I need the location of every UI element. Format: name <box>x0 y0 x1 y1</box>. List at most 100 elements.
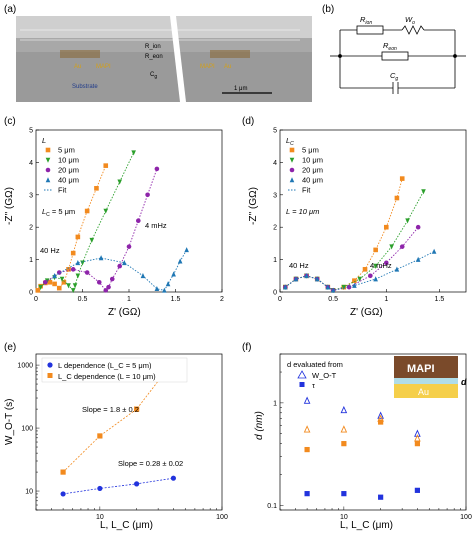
x-tick-label: 1.5 <box>435 296 445 303</box>
y-tick-label: 1 <box>29 257 33 264</box>
au-right-electrode <box>210 50 250 58</box>
data-point <box>140 273 146 279</box>
data-point <box>103 288 109 293</box>
x-tick-label: 0.5 <box>78 296 88 303</box>
panel-e-marks <box>60 358 176 497</box>
panel-c-ylabel: -Z'' (GΩ) <box>4 187 15 225</box>
panel-f-legend-title: d evaluated from <box>287 360 343 369</box>
data-point <box>304 491 310 497</box>
data-point <box>399 244 405 249</box>
data-point <box>154 285 160 292</box>
y-tick-label: 3 <box>273 192 277 199</box>
data-point <box>352 278 357 283</box>
panel-f-legend-marker-1 <box>297 370 307 379</box>
data-point <box>414 441 420 447</box>
data-point <box>421 189 426 195</box>
data-point <box>405 218 410 224</box>
data-point <box>43 279 48 285</box>
data-point <box>303 425 311 433</box>
panel-d-ylabel: -Z'' (GΩ) <box>248 187 259 225</box>
y-tick-label: 0.1 <box>267 503 277 510</box>
inset-mapi-label: MAPI <box>407 363 435 375</box>
inset-au-label: Au <box>418 387 429 397</box>
reon-symbol: Reon <box>383 41 397 52</box>
data-point <box>134 406 140 412</box>
x-tick-label: 1 <box>127 296 131 303</box>
data-point <box>373 276 378 282</box>
cg-label-a: Cg <box>150 72 157 80</box>
panel-f-xlabel: L, L_C (μm) <box>340 520 393 531</box>
data-point <box>341 284 347 290</box>
panel-e-legend-marker-1 <box>47 362 53 368</box>
data-point <box>109 276 115 282</box>
data-point <box>389 244 394 250</box>
legend-marker <box>289 177 295 183</box>
panel-d-annotation-mhz: 4 mHz <box>370 261 392 270</box>
data-point <box>47 279 53 285</box>
legend-marker <box>289 167 295 173</box>
fit-line <box>63 477 174 495</box>
inset-mapi <box>394 356 458 378</box>
legend-label: Fit <box>302 186 311 195</box>
legend-label: 5 μm <box>58 146 75 155</box>
data-point <box>373 247 378 253</box>
data-point <box>126 244 132 249</box>
data-point <box>377 411 384 419</box>
au-left-electrode <box>60 50 100 58</box>
cg-symbol: Cg <box>390 71 398 82</box>
panel-d-frame <box>279 129 467 293</box>
legend-marker <box>289 157 295 163</box>
rion-label: R_ion <box>145 44 161 50</box>
data-point <box>84 270 90 275</box>
mapi-label-left: MAPI <box>96 64 111 70</box>
sem-mapi-layer <box>16 38 312 52</box>
data-point <box>184 247 189 253</box>
data-point <box>75 273 81 279</box>
data-point <box>341 491 347 497</box>
legend-marker <box>45 157 51 163</box>
panel-d-condition: L = 10 μm <box>286 207 319 216</box>
wo-symbol: Wo <box>405 15 415 26</box>
panel-e-legend-2: L_C dependence (L = 10 μm) <box>58 372 156 381</box>
panel-f: (f) d (nm) L, L_C (μm) 10 100 0.1 1 d evalu… <box>242 342 472 531</box>
legend-marker <box>289 147 295 153</box>
data-point <box>38 284 43 290</box>
data-point <box>378 494 384 500</box>
data-point <box>162 287 167 293</box>
x-tick-label: 0 <box>34 296 38 303</box>
fit-line <box>62 361 174 473</box>
rion-resistor <box>356 25 384 35</box>
data-point <box>165 281 171 287</box>
wo-element <box>401 25 425 35</box>
data-point <box>66 283 71 289</box>
y-tick-label: 10 <box>25 489 33 496</box>
data-point <box>134 481 140 487</box>
panel-e-legend-marker-2 <box>47 373 53 378</box>
data-point <box>304 446 310 453</box>
panel-d-letter: (d) <box>242 116 254 127</box>
data-point <box>61 279 67 285</box>
data-point <box>431 248 437 254</box>
x-tick-label: 0 <box>278 296 282 303</box>
y-tick-label: 2 <box>29 225 33 232</box>
panel-c-xlabel: Z' (GΩ) <box>108 307 141 318</box>
y-tick-label: 4 <box>29 160 33 167</box>
node-left <box>338 54 342 58</box>
legend-label: 10 μm <box>302 156 323 165</box>
legend-label: 20 μm <box>58 166 79 175</box>
x-tick-label: 2 <box>220 296 224 303</box>
fit-line <box>40 152 135 292</box>
mapi-label-right: MAPI <box>200 64 215 70</box>
x-tick-label: 1 <box>384 296 388 303</box>
panel-b: (b) Rion Wo Reon Cg <box>322 4 466 94</box>
data-point <box>52 281 57 287</box>
reon-resistor <box>381 51 409 61</box>
panel-a-letter: (a) <box>4 4 16 15</box>
y-tick-label: 1 <box>273 400 277 407</box>
data-point <box>293 276 299 282</box>
panel-f-letter: (f) <box>242 342 251 353</box>
data-point <box>352 282 357 288</box>
